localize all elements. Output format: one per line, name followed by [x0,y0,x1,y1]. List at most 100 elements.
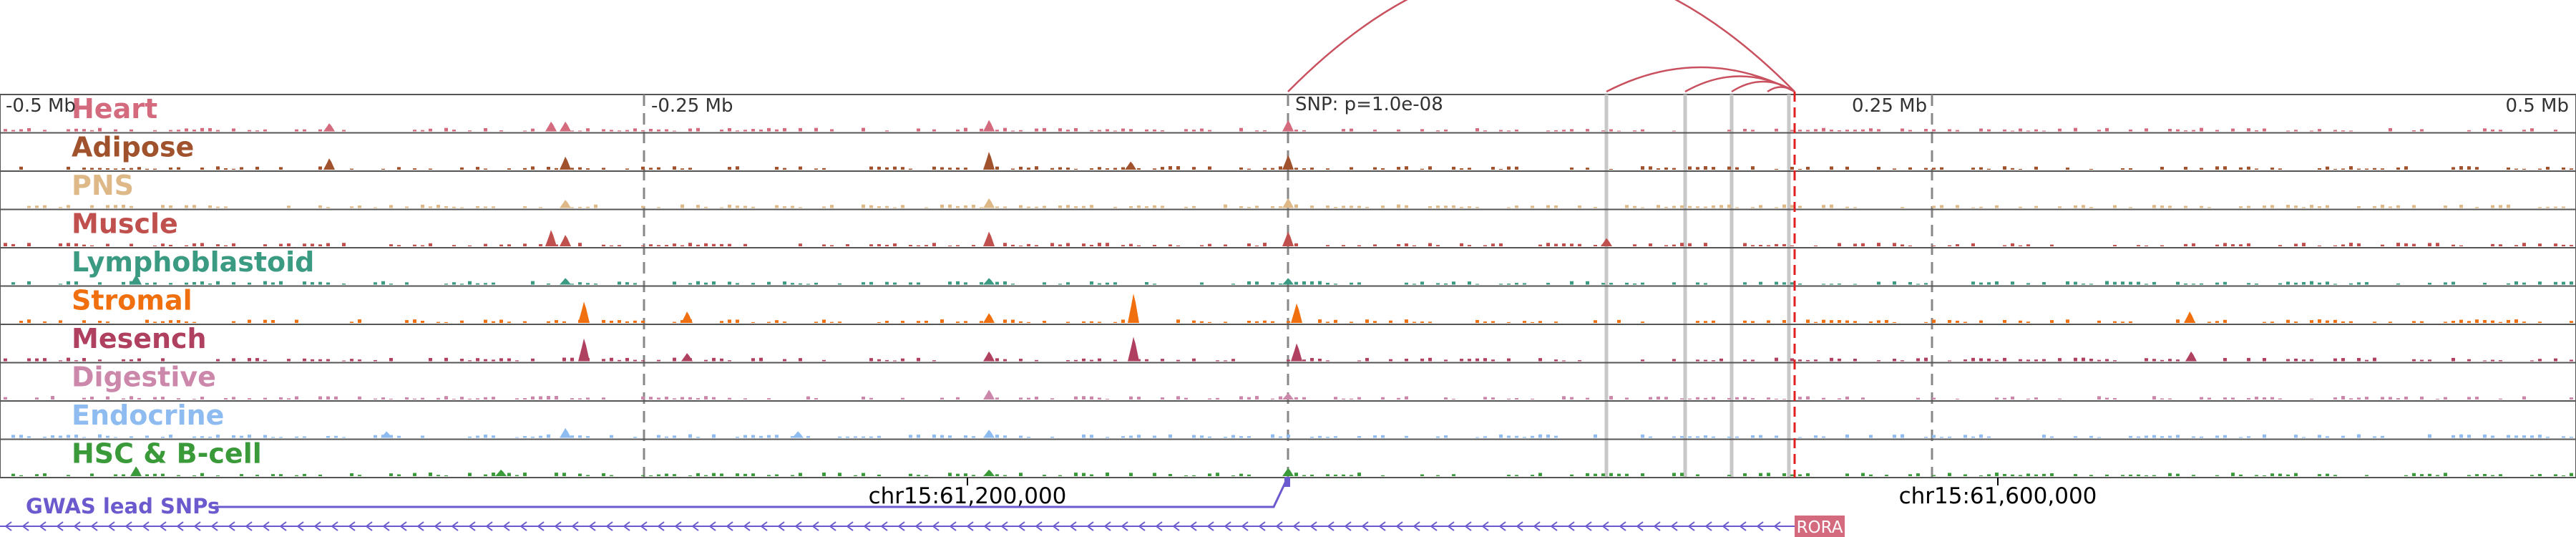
signal-bar [1515,397,1518,400]
signal-bar [1798,130,1802,132]
signal-7 [4,390,2573,400]
signal-bar [728,360,731,362]
signal-bar [279,167,283,170]
signal-bar [1271,205,1274,208]
signal-bar [980,128,983,132]
signal-bar [2089,168,2093,170]
signal-bar [2129,129,2132,132]
signal-bar [185,321,188,323]
signal-bar [688,397,692,400]
signal-bar [696,127,700,132]
signal-bar [1641,166,1644,170]
signal-bar [1066,282,1070,285]
signal-bar [1090,244,1093,246]
signal-bar [1570,243,1574,246]
signal-bar [1908,474,1912,476]
signal-bar [964,168,967,170]
signal-bar [342,360,346,362]
signal-bar [326,435,330,438]
signal-bar [1924,357,1928,362]
signal-bar [1822,319,1825,323]
signal-bar [1664,206,1668,208]
signal-bar [106,168,109,170]
signal-bar [1460,206,1463,208]
signal-bar [696,397,700,400]
signal-bar [1294,281,1298,285]
signal-bar [751,358,755,362]
signal-bar [114,474,117,476]
signal-bar [1845,434,1849,438]
signal-bar [200,473,204,476]
signal-bar [2168,128,2172,132]
strand-arrow [1516,521,1523,531]
signal-bar [641,166,645,170]
signal-bar [2019,128,2022,132]
signal-bar [2349,130,2353,132]
signal-peak [130,274,142,285]
signal-bar [838,321,841,323]
signal-bar [696,244,700,246]
signal-bar [2357,397,2361,400]
signal-bar [1161,167,1164,170]
signal-bar [2467,321,2471,323]
signal-bar [2121,475,2124,476]
signal-bar [492,282,495,285]
signal-bar [2223,435,2227,438]
strand-arrow [708,521,716,531]
signal-bar [1161,397,1164,400]
signal-bar [145,435,149,438]
signal-bar [1192,435,1196,438]
strand-arrow [811,521,819,531]
signal-bar [2239,167,2243,170]
signal-bar [980,207,983,208]
signal-bar [2168,435,2172,438]
signal-bar [2026,473,2030,476]
signal-bar [2215,475,2219,476]
signal-bar [523,321,527,323]
signal-bar [1971,357,1975,362]
signal-bar [1192,130,1196,132]
signal-bar [1413,321,1416,323]
signal-bar [2231,397,2235,400]
track-baselines [0,132,2576,478]
signal-bar [499,130,503,132]
signal-bar [429,243,432,246]
signal-bar [1231,359,1235,362]
strand-arrow [399,521,407,531]
signal-bar [492,473,495,476]
signal-bar [2436,243,2439,246]
signal-bar [1956,244,1959,246]
signal-bar [59,435,62,438]
signal-bar [1436,436,1440,438]
signal-bar [673,321,676,323]
signal-bar [523,206,527,208]
strand-arrow [245,521,253,531]
signal-bar [1775,168,1778,170]
signal-bar [2514,245,2518,246]
signal-bar [334,396,338,400]
signal-bar [421,320,424,323]
strand-arrow [1481,521,1489,531]
strand-arrow [331,521,338,531]
signal-peak [983,351,995,362]
signal-bar [523,473,527,476]
signal-bar [1444,435,1448,438]
signal-bar [822,319,826,323]
signal-bar [783,168,786,170]
signal-bar [728,281,731,285]
signal-bar [1877,360,1880,362]
signal-bar [2562,167,2565,170]
signal-bar [869,436,873,438]
strand-arrow [1103,521,1111,531]
signal-bar [1192,205,1196,208]
signal-bar [460,397,464,400]
signal-bar [161,358,165,362]
signal-bar [1948,436,1951,438]
signal-bar [429,206,432,208]
signal-bar [1515,130,1518,132]
signal-bar [232,128,235,132]
signal-bar [2019,206,2022,208]
signal-bar [2278,283,2282,285]
signal-bar [1767,245,1770,246]
signal-bar [901,167,904,170]
